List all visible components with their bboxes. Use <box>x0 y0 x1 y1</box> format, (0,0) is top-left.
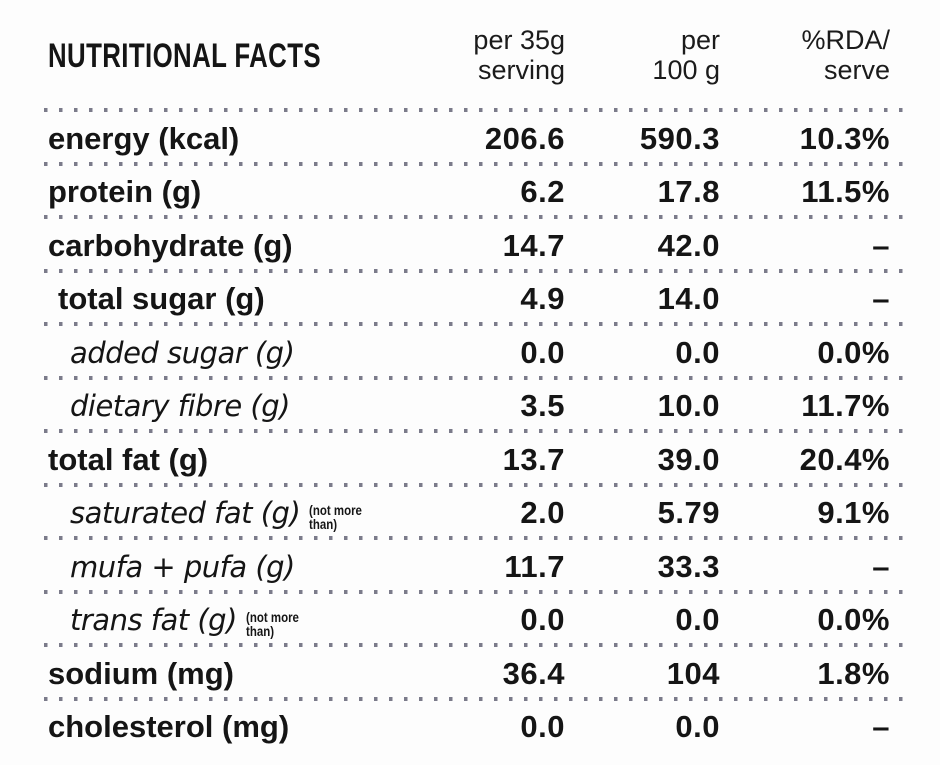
row-label-text: saturated fat (g) <box>70 496 301 531</box>
table-row-cholesterol: cholesterol (mg) 0.0 0.0 – <box>0 701 940 755</box>
column-header-rda: %RDA/ serve <box>801 25 890 85</box>
value-per-serving: 0.0 <box>520 602 565 638</box>
value-per-100g: 590.3 <box>639 120 720 156</box>
row-label: total fat (g) <box>48 441 209 477</box>
column-header-per-serving: per 35g serving <box>473 25 565 85</box>
table-row-carbohydrate: carbohydrate (g) 14.7 42.0 – <box>0 219 940 273</box>
value-rda: 9.1% <box>817 495 890 531</box>
table-row-sodium: sodium (mg) 36.4 104 1.8% <box>0 647 940 701</box>
row-label: cholesterol (mg) <box>48 709 290 745</box>
value-per-serving: 6.2 <box>520 174 565 210</box>
table-row-total-sugar: total sugar (g) 4.9 14.0 – <box>0 273 940 327</box>
value-rda: – <box>872 548 890 584</box>
value-per-serving: 3.5 <box>520 388 565 424</box>
row-label: protein (g) <box>48 174 202 210</box>
value-per-100g: 0.0 <box>675 334 720 370</box>
table-row-energy: energy (kcal) 206.6 590.3 10.3% <box>0 112 940 166</box>
value-per-100g: 0.0 <box>675 602 720 638</box>
value-per-100g: 5.79 <box>657 495 720 531</box>
row-label-text: trans fat (g) <box>70 603 237 638</box>
row-label: carbohydrate (g) <box>48 227 293 263</box>
value-per-serving: 0.0 <box>520 334 565 370</box>
value-rda: 20.4% <box>799 441 890 477</box>
table-row-protein: protein (g) 6.2 17.8 11.5% <box>0 166 940 220</box>
table-row-saturated-fat: saturated fat (g) (not more than) 2.0 5.7… <box>0 487 940 541</box>
row-label: trans fat (g) (not more than) <box>48 603 410 640</box>
value-per-100g: 10.0 <box>657 388 720 424</box>
value-per-100g: 42.0 <box>657 227 720 263</box>
value-per-100g: 33.3 <box>657 548 720 584</box>
column-header-per-100g: per 100 g <box>652 25 720 85</box>
table-row-dietary-fibre: dietary fibre (g) 3.5 10.0 11.7% <box>0 380 940 434</box>
value-per-serving: 4.9 <box>520 281 565 317</box>
value-per-100g: 17.8 <box>657 174 720 210</box>
not-more-than-note: (not more than) <box>309 502 363 533</box>
value-rda: 10.3% <box>799 120 890 156</box>
table-row-added-sugar: added sugar (g) 0.0 0.0 0.0% <box>0 326 940 380</box>
value-rda: – <box>872 709 890 745</box>
value-rda: – <box>872 227 890 263</box>
value-per-serving: 14.7 <box>502 227 565 263</box>
value-per-serving: 0.0 <box>520 709 565 745</box>
row-label: saturated fat (g) (not more than) <box>48 496 410 533</box>
value-per-100g: 0.0 <box>675 709 720 745</box>
value-per-100g: 104 <box>666 655 720 691</box>
row-label: added sugar (g) <box>70 335 295 370</box>
value-per-serving: 11.7 <box>504 548 565 584</box>
value-per-serving: 2.0 <box>520 495 565 531</box>
row-label: mufa + pufa (g) <box>70 549 295 584</box>
table-title: NUTRITIONAL FACTS <box>48 36 321 75</box>
value-rda: 1.8% <box>817 655 890 691</box>
value-per-100g: 39.0 <box>657 441 720 477</box>
row-label: total sugar (g) <box>58 281 265 317</box>
value-rda: 0.0% <box>817 602 890 638</box>
value-rda: 11.7% <box>801 388 890 424</box>
table-row-mufa-pufa: mufa + pufa (g) 11.7 33.3 – <box>0 540 940 594</box>
value-rda: 11.5% <box>801 174 890 210</box>
value-rda: – <box>872 281 890 317</box>
table-header: NUTRITIONAL FACTS per 35g serving per 10… <box>0 0 940 112</box>
value-per-100g: 14.0 <box>657 281 720 317</box>
row-label: dietary fibre (g) <box>70 389 290 424</box>
value-rda: 0.0% <box>817 334 890 370</box>
value-per-serving: 206.6 <box>484 120 565 156</box>
row-label: energy (kcal) <box>48 120 240 156</box>
value-per-serving: 13.7 <box>502 441 565 477</box>
table-row-trans-fat: trans fat (g) (not more than) 0.0 0.0 0.0… <box>0 594 940 648</box>
table-row-total-fat: total fat (g) 13.7 39.0 20.4% <box>0 433 940 487</box>
not-more-than-note: (not more than) <box>245 609 299 640</box>
row-label: sodium (mg) <box>48 655 234 691</box>
value-per-serving: 36.4 <box>502 655 565 691</box>
